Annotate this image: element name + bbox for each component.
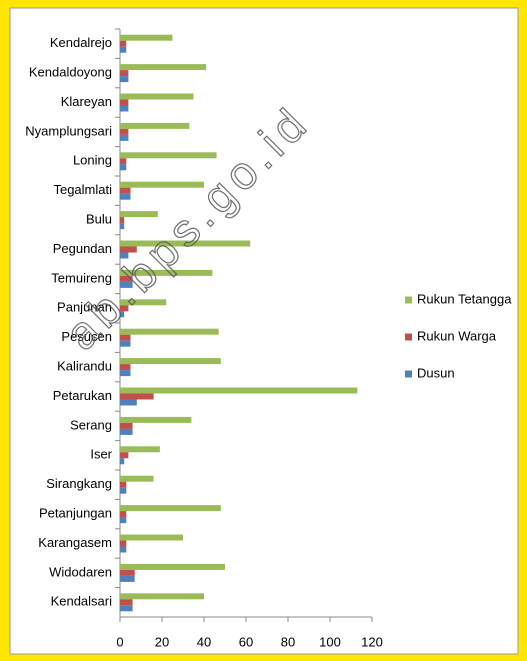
- legend-swatch: [405, 333, 412, 341]
- bar: [120, 575, 135, 582]
- bar: [120, 134, 129, 141]
- y-tick-label: Kendalrejo: [50, 35, 112, 50]
- y-tick-label: Iser: [90, 447, 112, 462]
- bar: [120, 211, 158, 218]
- bar: [120, 452, 129, 459]
- y-tick-label: Petarukan: [53, 388, 112, 403]
- bar: [120, 217, 125, 224]
- y-tick-label: Temuireng: [51, 270, 112, 285]
- bar: [120, 428, 133, 435]
- bar: [120, 475, 154, 482]
- x-tick-label: 20: [155, 634, 169, 649]
- bar: [120, 599, 133, 606]
- bar: [120, 328, 219, 335]
- bar: [120, 269, 213, 276]
- y-tick-label: Nyamplungsari: [25, 123, 112, 138]
- legend-label: Rukun Tetangga: [417, 291, 512, 306]
- bar: [120, 152, 217, 159]
- bar: [120, 187, 131, 194]
- bar: [120, 40, 127, 47]
- bar: [120, 540, 127, 547]
- x-tick-label: 0: [116, 634, 123, 649]
- y-tick-label: Serang: [70, 417, 112, 432]
- bar: [120, 393, 154, 400]
- x-tick-label: 40: [197, 634, 211, 649]
- y-tick-label: Pegundan: [53, 241, 112, 256]
- bar: [120, 105, 129, 112]
- y-tick-label: Kendalsari: [51, 594, 113, 609]
- bar: [120, 593, 204, 600]
- y-tick-label: Klareyan: [61, 94, 112, 109]
- bar: [120, 546, 127, 553]
- legend-swatch: [405, 296, 412, 304]
- bar: [120, 252, 129, 259]
- y-tick-label: Loning: [73, 153, 112, 168]
- bar: [120, 605, 133, 612]
- bar: [120, 569, 135, 576]
- bar: [120, 399, 137, 406]
- x-tick-label: 100: [319, 634, 341, 649]
- bar: [120, 181, 204, 188]
- legend-label: Dusun: [417, 365, 455, 380]
- y-tick-label: Petanjungan: [39, 506, 112, 521]
- y-tick-label: Widodaren: [49, 564, 112, 579]
- bar: [120, 76, 129, 83]
- bar: [120, 481, 127, 488]
- legend-label: Rukun Warga: [417, 328, 497, 343]
- y-tick-label: Kalirandu: [57, 359, 112, 374]
- bar: [120, 446, 160, 453]
- bar: [120, 34, 173, 41]
- bar: [120, 128, 129, 135]
- bar: [120, 299, 167, 306]
- bar: [120, 511, 127, 518]
- y-tick-label: Tegalmlati: [53, 182, 112, 197]
- bar: [120, 370, 131, 377]
- bar: [120, 387, 358, 394]
- bar: [120, 275, 133, 282]
- bar: [120, 340, 131, 347]
- chart-area: [9, 7, 519, 655]
- bar: [120, 158, 127, 165]
- bar: [120, 311, 125, 318]
- bar: [120, 46, 127, 53]
- bar: [120, 517, 127, 524]
- bar: [120, 93, 194, 100]
- x-tick-label: 80: [281, 634, 295, 649]
- bar: [120, 505, 221, 512]
- bar: [120, 240, 251, 247]
- bar: [120, 416, 192, 423]
- bar: [120, 487, 127, 494]
- bar: [120, 458, 125, 465]
- bar: [120, 64, 207, 71]
- bar: [120, 193, 131, 200]
- bar: [120, 305, 129, 312]
- bar: [120, 122, 190, 129]
- bar: [120, 358, 221, 365]
- legend-swatch: [405, 370, 412, 378]
- bar: [120, 422, 133, 429]
- y-tick-label: Sirangkang: [46, 476, 112, 491]
- bar: [120, 164, 127, 171]
- y-tick-label: Bulu: [86, 212, 112, 227]
- bar: [120, 563, 225, 570]
- y-tick-label: Pesucen: [61, 329, 112, 344]
- y-tick-label: Karangasem: [38, 535, 112, 550]
- bar: [120, 246, 137, 253]
- y-tick-label: Panjunan: [57, 300, 112, 315]
- bar: [120, 364, 131, 371]
- bar: [120, 70, 129, 77]
- y-tick-label: Kendaldoyong: [29, 65, 112, 80]
- bar: [120, 99, 129, 106]
- bar: [120, 281, 133, 288]
- bar: [120, 223, 125, 230]
- bar: [120, 534, 183, 541]
- x-tick-label: 120: [361, 634, 383, 649]
- bar: [120, 334, 131, 341]
- x-tick-label: 60: [239, 634, 253, 649]
